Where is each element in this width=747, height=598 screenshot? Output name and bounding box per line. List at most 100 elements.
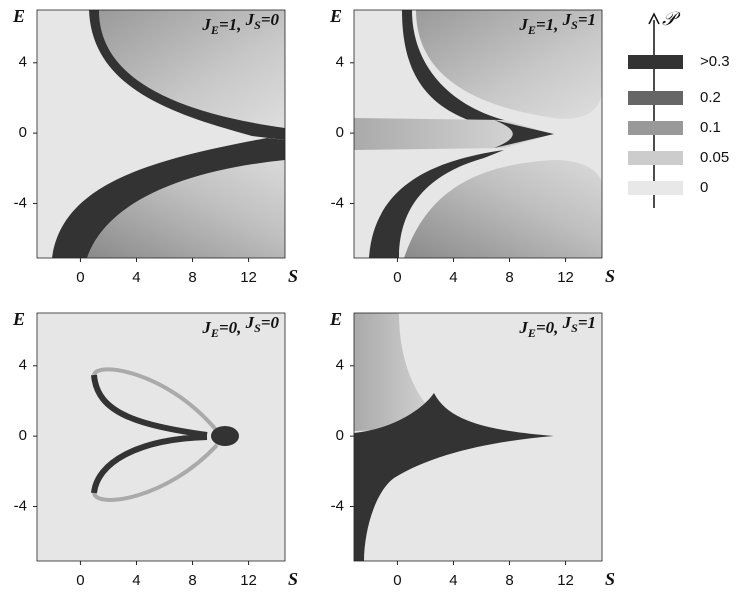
x-tick-label: 4 — [132, 572, 140, 589]
plot-frame — [353, 9, 603, 259]
heat-region — [91, 434, 208, 494]
heat-region — [402, 10, 504, 122]
title-part: =0, — [536, 318, 563, 337]
title-part: =1, — [536, 15, 563, 34]
y-tick-label: -4 — [331, 194, 344, 211]
x-tick-label: 8 — [188, 269, 196, 286]
y-axis-label: E — [329, 309, 342, 329]
title-subscript: E — [210, 23, 219, 37]
title-part: =1 — [578, 10, 596, 29]
heat-region — [354, 393, 554, 561]
title-part: J — [562, 10, 572, 29]
y-axis-label: E — [12, 6, 25, 26]
x-tick-label: 12 — [557, 269, 574, 286]
title-part: =0 — [261, 10, 280, 29]
colorbar-tick-label: 0.1 — [700, 119, 721, 136]
x-axis-label: S — [288, 569, 298, 589]
title-part: J — [562, 313, 572, 332]
heat-region — [416, 10, 602, 119]
x-tick-label: 4 — [449, 269, 457, 286]
x-axis-label: S — [288, 266, 298, 286]
y-tick-label: 4 — [336, 357, 344, 374]
title-subscript: E — [210, 326, 219, 340]
title-subscript: E — [527, 23, 536, 37]
title-subscript: S — [571, 18, 578, 32]
y-tick-label: 0 — [336, 124, 344, 141]
heat-region — [92, 367, 219, 433]
panel-title: JE=1, JS=0 — [201, 10, 279, 37]
x-tick-label: 0 — [393, 572, 401, 589]
colorbar: 𝒫 >0.3 0.2 0.1 0.05 0 — [628, 9, 730, 208]
colorbar-swatch — [628, 91, 683, 105]
y-tick-label: 4 — [19, 54, 27, 71]
heat-region — [92, 443, 219, 502]
y-tick-label: 0 — [336, 427, 344, 444]
colorbar-tick-label: 0.05 — [700, 149, 729, 166]
title-part: =1, — [219, 15, 246, 34]
y-tick-label: 0 — [19, 124, 27, 141]
y-tick-label: -4 — [14, 194, 27, 211]
colorbar-tick-label: >0.3 — [700, 53, 730, 70]
heat-region — [89, 10, 285, 140]
plot-background — [37, 313, 285, 561]
colorbar-label: 𝒫 — [662, 9, 681, 30]
x-tick-label: 8 — [505, 572, 513, 589]
title-part: =0 — [261, 313, 280, 332]
title-part: J — [245, 313, 255, 332]
title-part: J — [245, 10, 255, 29]
title-part: J — [518, 15, 528, 34]
heat-region — [87, 160, 285, 258]
title-subscript: S — [254, 18, 261, 32]
x-tick-label: 12 — [557, 572, 574, 589]
colorbar-swatch — [628, 151, 683, 165]
y-tick-label: -4 — [14, 497, 27, 514]
heat-region — [211, 426, 239, 446]
heat-region — [494, 120, 554, 148]
colorbar-arrow — [648, 12, 660, 25]
title-part: J — [201, 318, 211, 337]
colorbar-swatch — [628, 55, 683, 69]
x-tick-label: 12 — [240, 269, 257, 286]
x-tick-label: 4 — [132, 269, 140, 286]
x-axis-label: S — [605, 266, 615, 286]
title-part: =0, — [219, 318, 246, 337]
heat-region — [369, 150, 504, 258]
title-subscript: E — [527, 326, 536, 340]
heat-region — [354, 118, 554, 150]
title-subscript: S — [254, 321, 261, 335]
title-part: J — [201, 15, 211, 34]
x-tick-label: 4 — [449, 572, 457, 589]
colorbar-tick-label: 0.2 — [700, 89, 721, 106]
x-tick-label: 0 — [76, 269, 84, 286]
x-axis-label: S — [605, 569, 615, 589]
colorbar-tick-label: 0 — [700, 179, 708, 196]
heat-region — [52, 138, 285, 258]
y-axis-label: E — [12, 309, 25, 329]
colorbar-swatch — [628, 121, 683, 135]
title-part: J — [518, 318, 528, 337]
plot-frame — [36, 9, 286, 259]
heat-region — [404, 160, 602, 258]
x-tick-label: 12 — [240, 572, 257, 589]
x-tick-label: 0 — [76, 572, 84, 589]
heat-region — [354, 313, 454, 431]
panel-title: JE=0, JS=0 — [201, 313, 279, 340]
x-tick-label: 0 — [393, 269, 401, 286]
x-tick-label: 8 — [188, 572, 196, 589]
panel-title: JE=1, JS=1 — [518, 10, 596, 37]
heat-region — [99, 10, 285, 128]
title-part: =1 — [578, 313, 596, 332]
x-tick-label: 8 — [505, 269, 513, 286]
y-axis-label: E — [329, 6, 342, 26]
colorbar-swatch — [628, 181, 683, 195]
plot-frame — [36, 312, 286, 562]
panel-title: JE=0, JS=1 — [518, 313, 596, 340]
y-tick-label: 0 — [19, 427, 27, 444]
y-tick-label: 4 — [19, 357, 27, 374]
heat-region — [91, 374, 208, 438]
